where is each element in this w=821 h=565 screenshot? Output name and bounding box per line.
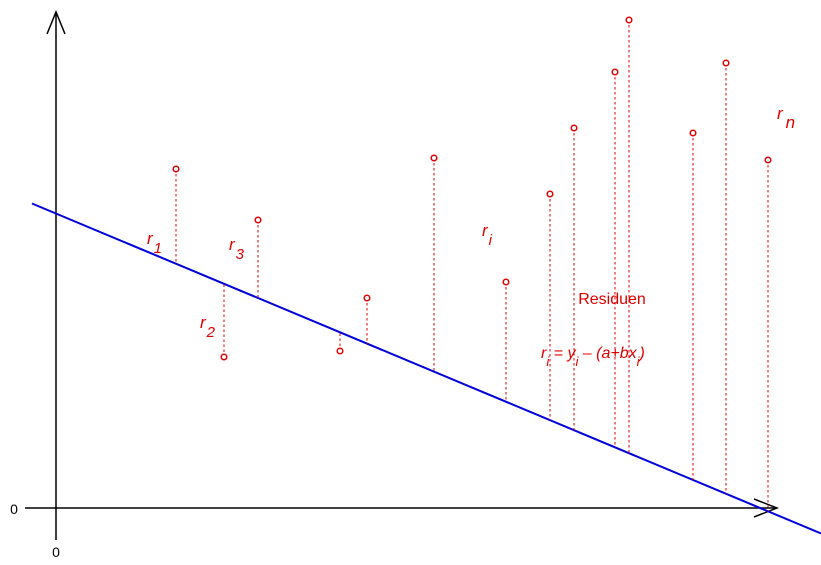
residual-segments <box>175 20 769 512</box>
residual-label-2: r2 <box>200 313 216 341</box>
legend-title: Residuen <box>578 291 646 308</box>
x-axis-arrowhead <box>753 498 780 518</box>
data-point <box>430 154 438 162</box>
x-origin-label: 0 <box>52 544 60 560</box>
data-point <box>363 294 371 302</box>
y-origin-label: 0 <box>10 501 18 517</box>
data-point <box>172 165 180 173</box>
data-point <box>220 353 228 361</box>
residual-label-3: r3 <box>229 235 245 263</box>
residual-formula: ri = yi – (a+bxi) <box>541 345 645 369</box>
residual-label-1: r1 <box>147 229 162 257</box>
data-point <box>689 129 697 137</box>
data-point <box>336 347 344 355</box>
data-point <box>722 59 730 67</box>
regression-line <box>31 202 821 535</box>
data-point <box>764 156 772 164</box>
data-points <box>172 16 772 361</box>
data-point <box>611 68 619 76</box>
data-point <box>254 216 262 224</box>
data-point <box>546 190 554 198</box>
residual-label-i: ri <box>482 221 493 249</box>
data-point <box>502 278 510 286</box>
data-point <box>570 124 578 132</box>
y-axis-arrowhead <box>46 10 66 35</box>
data-point <box>625 16 633 24</box>
